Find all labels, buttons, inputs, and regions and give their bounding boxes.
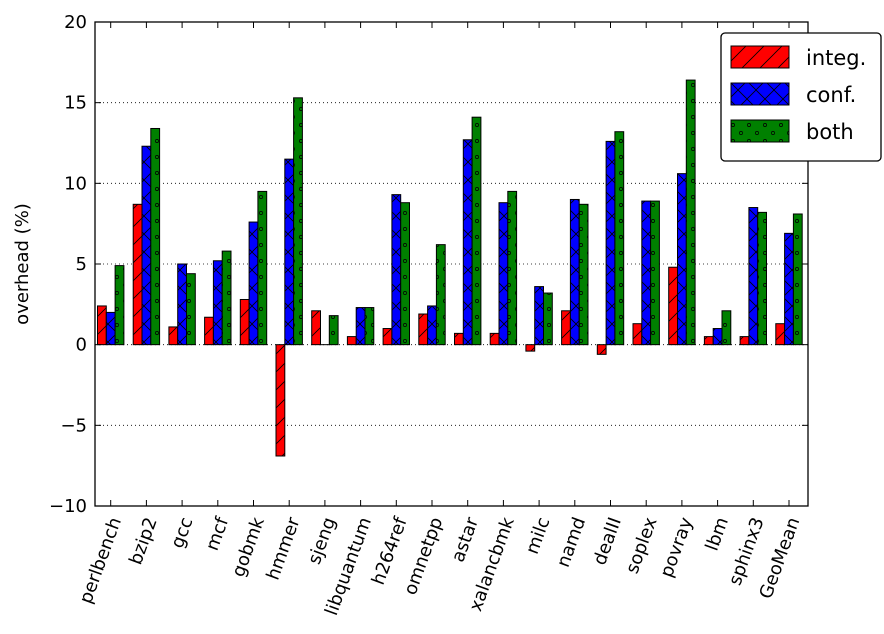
x-tick-label: mcf bbox=[202, 514, 234, 554]
bar-hatch bbox=[740, 336, 749, 345]
bar-hatch bbox=[213, 260, 223, 345]
bar-hatch bbox=[365, 307, 374, 345]
bar-hatch bbox=[534, 286, 544, 345]
legend: integ. conf. both bbox=[720, 32, 882, 162]
x-tick-label: soplex bbox=[622, 514, 662, 576]
bar-hatch bbox=[347, 336, 357, 345]
bar-hatch bbox=[499, 202, 508, 345]
bar-hatch bbox=[391, 194, 401, 345]
bar-hatch bbox=[115, 265, 124, 345]
bar-hatch bbox=[633, 323, 642, 345]
y-tick-label: 15 bbox=[64, 93, 87, 114]
y-tick-label: 5 bbox=[76, 254, 87, 275]
bar-hatch bbox=[561, 310, 571, 345]
bar-hatch bbox=[454, 333, 464, 345]
x-tick-label: astar bbox=[448, 514, 484, 565]
bar-hatch bbox=[133, 204, 142, 345]
x-tick-label: perlbench bbox=[75, 515, 126, 607]
bar-hatch bbox=[748, 207, 758, 345]
bar-hatch bbox=[757, 212, 767, 345]
bar-hatch bbox=[704, 336, 714, 345]
x-tick-label: gobmk bbox=[228, 514, 269, 580]
bar-hatch bbox=[186, 273, 196, 345]
legend-label-conf: conf. bbox=[806, 83, 856, 107]
grid-lines bbox=[95, 102, 808, 426]
bar-hatch bbox=[356, 307, 365, 345]
bar-hatch bbox=[490, 333, 499, 345]
bar-hatch bbox=[293, 97, 303, 345]
x-tick-label: gcc bbox=[167, 515, 197, 552]
bar-hatch bbox=[784, 233, 794, 345]
bar-hatch bbox=[641, 201, 651, 345]
bar-hatch bbox=[722, 310, 731, 345]
y-tick-label: 20 bbox=[64, 12, 87, 33]
bar-hatch bbox=[543, 293, 553, 345]
legend-swatch-hatch bbox=[731, 46, 789, 68]
bar-hatch bbox=[427, 305, 437, 345]
x-tick-label: sjeng bbox=[304, 515, 340, 568]
y-tick-label: −5 bbox=[60, 415, 87, 436]
bar-hatch bbox=[668, 267, 678, 345]
bar-hatch bbox=[686, 80, 696, 345]
legend-swatch-hatch bbox=[731, 120, 789, 142]
x-tick-label: hmmer bbox=[263, 514, 305, 583]
bar-hatch bbox=[400, 202, 410, 345]
y-axis: −10 −5 0 5 10 15 20 bbox=[49, 12, 808, 517]
bar-hatch bbox=[150, 128, 160, 345]
bar-hatch bbox=[507, 191, 517, 345]
bar-hatch bbox=[168, 326, 178, 345]
x-tick-label: namd bbox=[553, 515, 590, 570]
x-tick-label: milc bbox=[522, 515, 555, 557]
x-tick-label: bzip2 bbox=[125, 515, 161, 568]
bar-hatch bbox=[436, 244, 446, 345]
y-tick-label: 10 bbox=[64, 173, 87, 194]
bar-hatch bbox=[204, 317, 214, 345]
bar-hatch bbox=[106, 312, 116, 345]
bar-hatch bbox=[793, 213, 803, 345]
bar-hatch bbox=[597, 344, 607, 355]
bar-hatch bbox=[525, 344, 535, 352]
bar-hatch bbox=[142, 146, 151, 345]
bar-hatch bbox=[329, 315, 339, 345]
bar-hatch bbox=[677, 173, 687, 345]
bar-hatch bbox=[240, 299, 250, 345]
bar-hatch bbox=[418, 314, 428, 345]
bar-hatch bbox=[650, 201, 660, 345]
bar-hatch bbox=[249, 222, 258, 345]
x-tick-label: lbm bbox=[702, 515, 733, 554]
bar-hatch bbox=[606, 141, 615, 345]
x-tick-label: povray bbox=[656, 514, 697, 580]
bar-hatch bbox=[775, 323, 785, 345]
legend-label-integ: integ. bbox=[806, 46, 866, 70]
bar-hatch bbox=[579, 204, 588, 345]
bar-hatch bbox=[284, 159, 294, 345]
bar-hatch bbox=[177, 264, 187, 345]
bar-hatch bbox=[257, 191, 267, 345]
x-tick-label: dealII bbox=[589, 515, 626, 568]
bar-hatch bbox=[713, 328, 722, 345]
y-tick-label: −10 bbox=[49, 496, 87, 517]
bar-hatch bbox=[463, 139, 473, 345]
y-tick-label: 0 bbox=[76, 335, 87, 356]
bars bbox=[97, 79, 803, 457]
legend-label-both: both bbox=[806, 120, 854, 144]
bar-hatch bbox=[222, 251, 231, 345]
bar-hatch bbox=[311, 310, 321, 345]
bar-hatch bbox=[472, 117, 481, 345]
bar-hatch bbox=[97, 305, 107, 345]
legend-swatch-hatch bbox=[731, 83, 789, 105]
bar-hatch bbox=[383, 328, 392, 345]
bar-hatch bbox=[276, 344, 285, 456]
bar-hatch bbox=[570, 199, 580, 345]
y-axis-label: overhead (%) bbox=[12, 203, 33, 325]
bar-hatch bbox=[614, 131, 624, 345]
